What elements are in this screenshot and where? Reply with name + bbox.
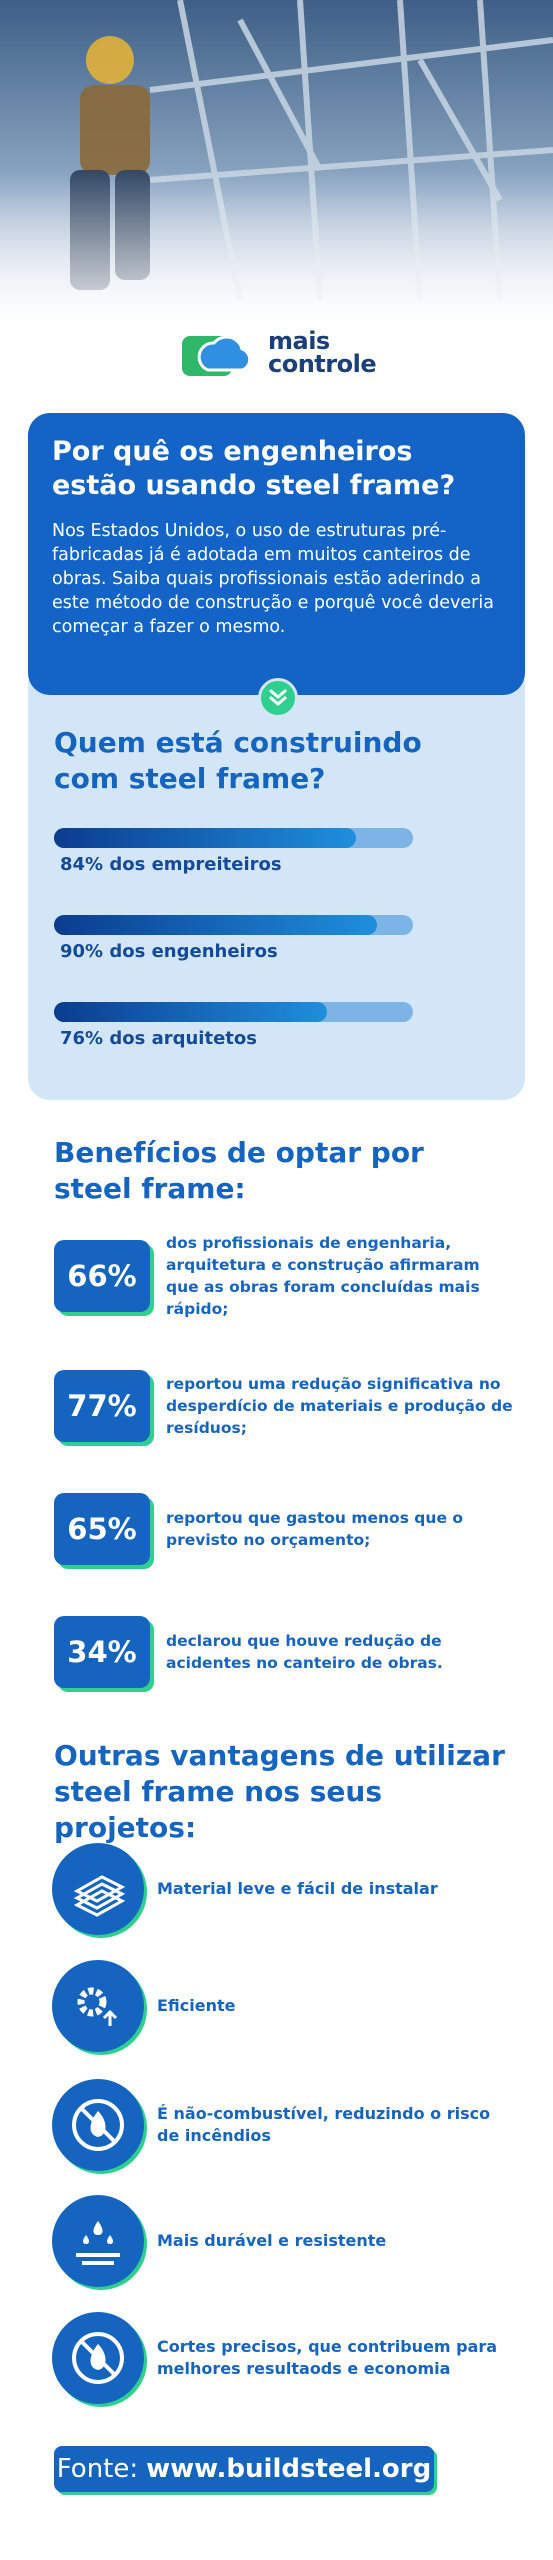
bar-label: 76% dos arquitetos <box>60 1028 257 1049</box>
bar <box>54 828 356 848</box>
icon <box>52 2079 144 2171</box>
hero-image <box>0 0 553 340</box>
stat-box: 34% <box>54 1616 150 1688</box>
bar-label: 84% dos empreiteiros <box>60 854 282 875</box>
icon <box>52 2312 144 2404</box>
advantage-text: Mais durável e resistente <box>157 2231 387 2250</box>
stat-text: reportou que gastou menos que o previsto… <box>166 1509 463 1549</box>
bar-label: 90% dos engenheiros <box>60 941 278 962</box>
icon <box>52 1960 144 2052</box>
stat-text: reportou uma redução significativa no de… <box>166 1375 513 1437</box>
icon-glyph <box>76 2221 120 2265</box>
intro-card: Por quê os engenheiros estão usando stee… <box>28 413 525 695</box>
who-title: Quem está construindo com steel frame? <box>54 726 422 795</box>
advantage-text: É não-combustível, reduzindo o risco de … <box>157 2104 491 2145</box>
stat-text: declarou que houve redução de acidentes … <box>166 1632 443 1672</box>
icon-glyph <box>72 2099 124 2151</box>
logo-line: controle <box>268 350 377 378</box>
intro-title: Por quê os engenheiros estão usando stee… <box>52 436 456 501</box>
icon-glyph <box>73 1875 126 1917</box>
stat-text: dos profissionais de engenharia, arquite… <box>166 1234 480 1318</box>
advantages-title: Outras vantagens de utilizar steel frame… <box>54 1739 505 1844</box>
icon <box>52 1843 144 1935</box>
source: Fonte: www.buildsteel.org <box>54 2446 434 2492</box>
logo-line: mais <box>268 327 330 355</box>
stat-box: 66% <box>54 1240 150 1312</box>
chevron <box>258 678 298 718</box>
icon-glyph <box>72 2332 124 2384</box>
advantage-text: Eficiente <box>157 1996 236 2015</box>
stat-box: 77% <box>54 1370 150 1442</box>
benefits-title: Benefícios de optar por steel frame: <box>54 1136 424 1205</box>
advantage-text: Cortes precisos, que contribuem para mel… <box>157 2337 498 2378</box>
icon-glyph <box>77 1987 118 2026</box>
logo-text: mais controle <box>268 327 377 378</box>
source-url: www.buildsteel.org <box>146 2454 432 2484</box>
advantage-text: Material leve e fácil de instalar <box>157 1879 438 1898</box>
bar <box>54 915 378 935</box>
logo-icon <box>182 335 252 376</box>
icon <box>52 2195 144 2287</box>
bar <box>54 1002 327 1022</box>
who-card: Quem está construindo com steel frame? <box>28 680 525 1100</box>
stat-box: 65% <box>54 1493 150 1565</box>
intro-text: Nos Estados Unidos, o uso de estruturas … <box>52 521 494 637</box>
source-label: Fonte: <box>56 2454 139 2484</box>
